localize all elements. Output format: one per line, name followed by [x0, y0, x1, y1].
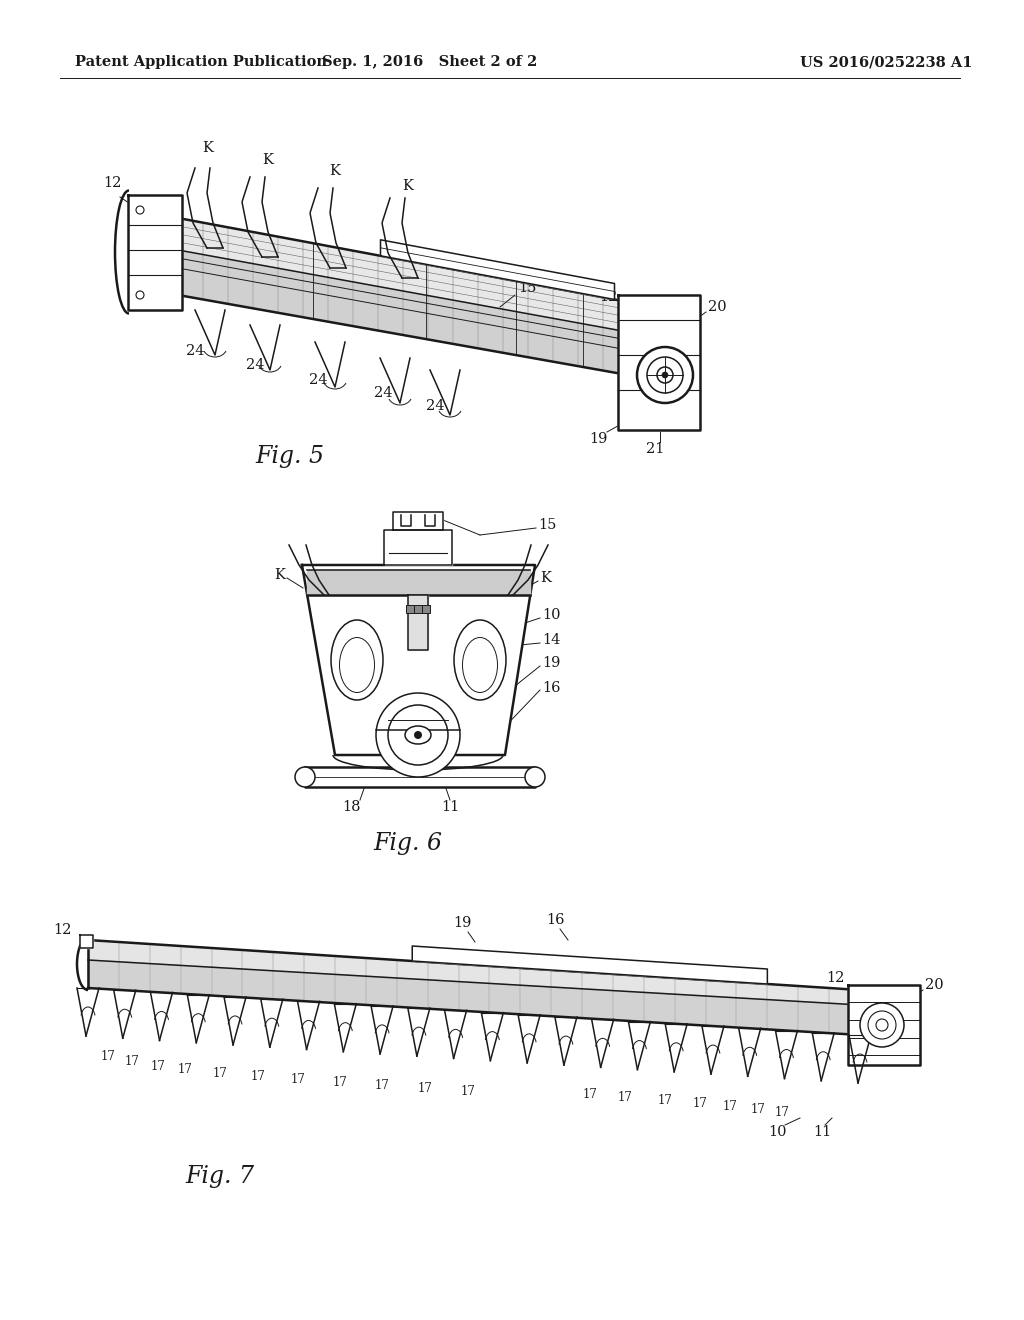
- Text: 15: 15: [518, 281, 537, 294]
- Text: 17: 17: [692, 1097, 708, 1110]
- Text: K: K: [274, 568, 285, 582]
- Text: 24: 24: [185, 345, 204, 358]
- Ellipse shape: [454, 620, 506, 700]
- Polygon shape: [384, 531, 452, 565]
- Polygon shape: [128, 195, 182, 310]
- Text: 17: 17: [657, 1094, 673, 1107]
- Polygon shape: [178, 218, 628, 333]
- Polygon shape: [408, 595, 428, 649]
- Polygon shape: [88, 940, 860, 1005]
- Circle shape: [525, 767, 545, 787]
- Text: 17: 17: [723, 1100, 737, 1113]
- Bar: [422, 605, 430, 612]
- Circle shape: [662, 372, 668, 378]
- Text: 17: 17: [583, 1088, 597, 1101]
- Text: 17: 17: [375, 1078, 389, 1092]
- Polygon shape: [88, 960, 860, 1035]
- Text: US 2016/0252238 A1: US 2016/0252238 A1: [800, 55, 973, 69]
- Polygon shape: [413, 946, 767, 983]
- Text: Fig. 5: Fig. 5: [256, 445, 325, 469]
- Text: 17: 17: [151, 1060, 166, 1073]
- Text: 17: 17: [418, 1082, 432, 1096]
- Text: 17: 17: [291, 1073, 305, 1086]
- Text: Patent Application Publication: Patent Application Publication: [75, 55, 327, 69]
- Text: 24: 24: [309, 374, 328, 387]
- Circle shape: [136, 206, 144, 214]
- Polygon shape: [80, 935, 93, 948]
- Text: K: K: [203, 141, 213, 154]
- Text: 16: 16: [546, 913, 564, 927]
- Polygon shape: [307, 570, 530, 595]
- Text: Sep. 1, 2016   Sheet 2 of 2: Sep. 1, 2016 Sheet 2 of 2: [323, 55, 538, 69]
- Text: 24: 24: [426, 399, 444, 413]
- Text: 17: 17: [177, 1063, 193, 1076]
- Polygon shape: [848, 985, 920, 1065]
- Polygon shape: [393, 512, 443, 531]
- Text: 12: 12: [826, 972, 845, 985]
- Text: 17: 17: [213, 1067, 227, 1080]
- Text: K: K: [402, 180, 414, 193]
- Ellipse shape: [406, 726, 431, 744]
- Circle shape: [295, 767, 315, 787]
- Text: 12: 12: [600, 290, 618, 304]
- Circle shape: [136, 290, 144, 300]
- Circle shape: [414, 731, 422, 739]
- Text: 12: 12: [53, 923, 72, 937]
- Text: K: K: [540, 572, 551, 585]
- Polygon shape: [305, 767, 535, 787]
- Text: 21: 21: [646, 442, 665, 455]
- Polygon shape: [178, 249, 628, 375]
- Text: 17: 17: [774, 1106, 790, 1119]
- Circle shape: [376, 693, 460, 777]
- Text: 11: 11: [441, 800, 459, 814]
- Polygon shape: [381, 240, 614, 300]
- Bar: [406, 605, 414, 612]
- Text: 14: 14: [542, 634, 560, 647]
- Text: 17: 17: [617, 1092, 633, 1104]
- Text: 17: 17: [251, 1071, 265, 1082]
- Text: 10: 10: [769, 1125, 787, 1139]
- Text: 20: 20: [925, 978, 944, 993]
- Polygon shape: [618, 294, 700, 430]
- Circle shape: [860, 1003, 904, 1047]
- Text: 12: 12: [102, 176, 121, 190]
- Bar: [414, 605, 422, 612]
- Text: 16: 16: [542, 681, 560, 696]
- Text: 17: 17: [125, 1055, 139, 1068]
- Circle shape: [637, 347, 693, 403]
- Text: 20: 20: [708, 300, 727, 314]
- Text: 17: 17: [751, 1104, 765, 1115]
- Text: 10: 10: [542, 609, 560, 622]
- Text: 19: 19: [589, 432, 607, 446]
- Text: K: K: [262, 153, 273, 168]
- Text: Fig. 7: Fig. 7: [185, 1166, 255, 1188]
- Text: 11: 11: [813, 1125, 831, 1139]
- Text: 15: 15: [538, 517, 556, 532]
- Text: K: K: [330, 164, 341, 178]
- Polygon shape: [302, 565, 535, 755]
- Text: 17: 17: [333, 1076, 347, 1089]
- Text: Fig. 6: Fig. 6: [374, 832, 442, 855]
- Text: 18: 18: [343, 800, 361, 814]
- Text: 24: 24: [246, 358, 264, 372]
- Ellipse shape: [331, 620, 383, 700]
- Text: 19: 19: [542, 656, 560, 671]
- Text: 19: 19: [453, 916, 471, 931]
- Text: 24: 24: [374, 385, 392, 400]
- Text: 17: 17: [461, 1085, 475, 1098]
- Text: 17: 17: [100, 1049, 116, 1063]
